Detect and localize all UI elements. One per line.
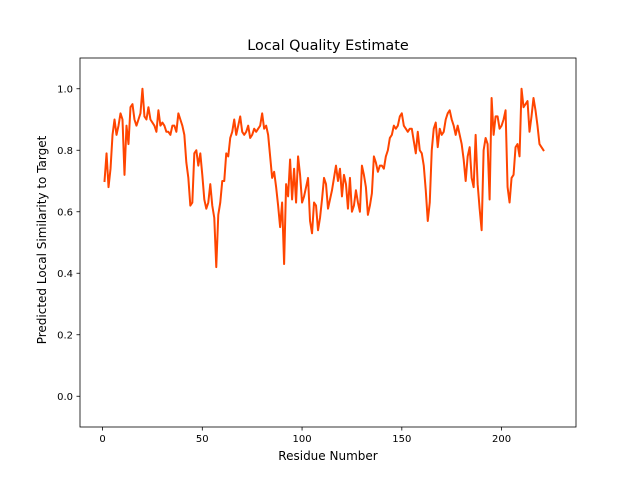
x-tick-label: 200 xyxy=(492,434,511,445)
x-tick-label: 50 xyxy=(196,434,209,445)
plot-area: 0 50 100 150 200 0.0 0.2 0.4 0.6 0.8 1.0 xyxy=(57,57,577,445)
y-tick-label: 0.4 xyxy=(57,269,73,280)
y-tick-label: 0.0 xyxy=(57,392,73,403)
x-tick-label: 100 xyxy=(293,434,312,445)
y-tick-label: 0.2 xyxy=(57,330,73,341)
y-tick-label: 1.0 xyxy=(57,84,73,95)
y-axis-label: Predicted Local Similarity to Target xyxy=(35,135,49,344)
y-tick-label: 0.8 xyxy=(57,146,73,157)
x-tick-label: 150 xyxy=(392,434,411,445)
chart-title: Local Quality Estimate xyxy=(247,38,409,54)
series-line-0 xyxy=(103,87,545,269)
x-axis-label: Residue Number xyxy=(278,449,377,463)
x-tick-label: 0 xyxy=(99,434,105,445)
axes-frame xyxy=(79,57,577,428)
y-tick-label: 0.6 xyxy=(57,207,73,218)
